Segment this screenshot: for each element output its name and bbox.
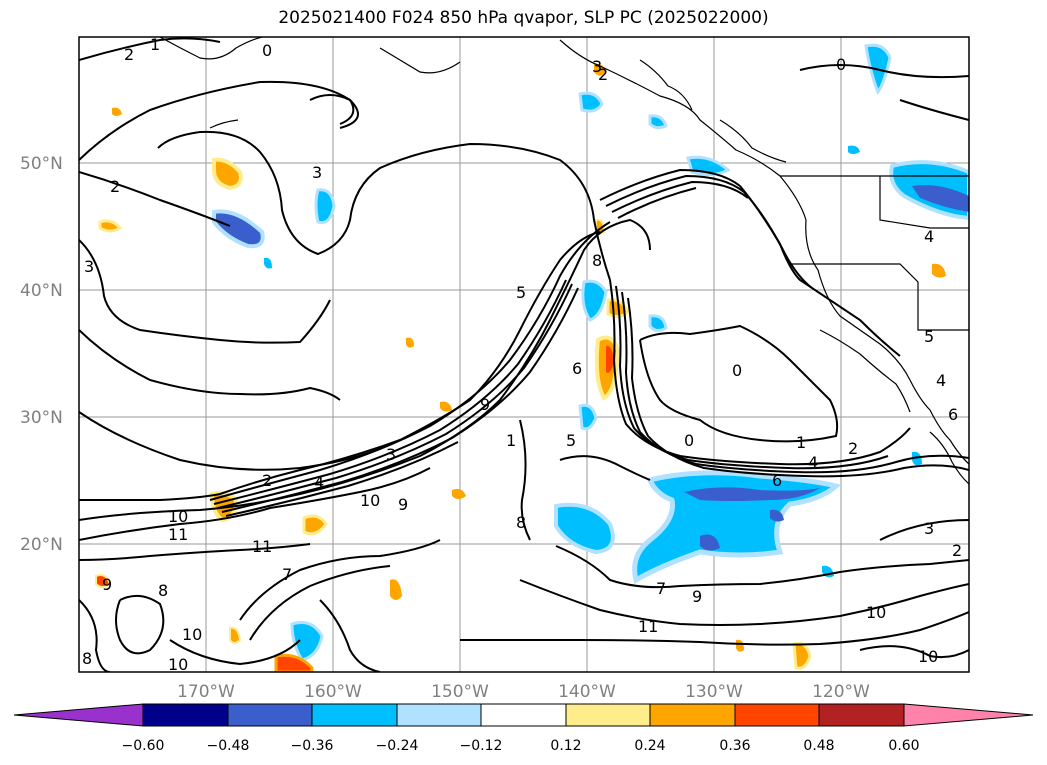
contour-label: 10 [360,491,380,510]
colorbar-segment [311,703,398,727]
contour-label: 3 [312,163,322,182]
contour-label: 9 [480,395,490,414]
contour-label: 8 [516,513,526,532]
lat-label: 20°N [20,535,63,555]
contour-label: 3 [924,519,934,538]
lat-label: 30°N [20,408,63,428]
qvapor-shading [95,43,969,672]
contour-label: 6 [948,405,958,424]
contour-label: 4 [314,473,324,492]
contour-label: 0 [262,41,272,60]
colorbar-segment [565,703,651,727]
contour-label: 2 [262,471,272,490]
contour-label: 10 [168,655,188,674]
contour-label: 3 [592,57,602,76]
contour-label: 3 [84,257,94,276]
contour-label: 5 [516,283,526,302]
contour-label: 2 [952,541,962,560]
contour-label: 2 [110,177,120,196]
colorbar-tick-label: 0.36 [719,738,750,754]
map-frame [78,36,970,673]
contour-label: 10 [168,507,188,526]
contour-label: 8 [82,649,92,668]
contour-label: 9 [102,575,112,594]
colorbar-tick-label: −0.60 [122,738,165,754]
contour-label: 9 [692,587,702,606]
contour-label: 2 [124,45,134,64]
contour-label: 6 [572,359,582,378]
coastlines [159,37,969,485]
contour-label: 10 [918,647,938,666]
colorbar-segment [13,703,144,727]
contour-label: 4 [808,453,818,472]
contour-label: 7 [656,579,666,598]
gridlines [79,37,969,672]
contour-label: 2 [598,65,608,84]
contour-label: 4 [936,371,946,390]
latitude-labels: 50°N 40°N 30°N 20°N [20,154,63,555]
colorbar-tick-label: 0.48 [803,738,834,754]
contour-label: 1 [506,431,516,450]
contour-label: 8 [592,251,602,270]
longitude-labels: 170°W 160°W 150°W 140°W 130°W 120°W [177,682,870,702]
contour-label: 10 [866,603,886,622]
contour-label: 4 [924,227,934,246]
lon-label: 150°W [431,682,489,702]
lon-label: 160°W [304,682,362,702]
contour-label: 1 [796,433,806,452]
lon-label: 120°W [812,682,870,702]
colorbar-tick-label: −0.12 [460,738,503,754]
lat-label: 50°N [20,154,63,174]
colorbar-segment [142,703,229,727]
colorbar-segment [903,703,1034,727]
lon-label: 170°W [177,682,235,702]
contour-label: 0 [684,431,694,450]
colorbar-tick-label: 0.60 [888,738,919,754]
contour-label: 2 [848,439,858,458]
contour-label: 11 [252,537,272,556]
contour-label: 3 [386,445,396,464]
contour-labels: 2 1 0 3 2 3 0 2 3 4 8 5 6 5 1 0 0 1 2 4 … [82,35,962,674]
colorbar-segment [480,703,567,727]
colorbar-segment [227,703,313,727]
colorbar-tick-label: −0.48 [207,738,250,754]
contour-label: 5 [566,431,576,450]
colorbar-tick-label: 0.24 [634,738,665,754]
colorbar-segment [734,703,820,727]
colorbar-tick-label: −0.36 [291,738,334,754]
colorbar [13,703,1034,727]
lat-label: 40°N [20,281,63,301]
contour-label: 7 [282,565,292,584]
contour-label: 1 [150,35,160,54]
contour-label: 5 [924,327,934,346]
contour-label: 0 [836,55,846,74]
contour-label: 0 [732,361,742,380]
colorbar-ticks: −0.60 −0.48 −0.36 −0.24 −0.12 0.12 0.24 … [122,738,920,754]
colorbar-tick-label: −0.24 [376,738,419,754]
contour-label: 10 [182,625,202,644]
colorbar-tick-label: 0.12 [550,738,581,754]
colorbar-segment [396,703,482,727]
contour-label: 11 [168,525,188,544]
map-title: 2025021400 F024 850 hPa qvapor, SLP PC (… [278,8,769,28]
lon-label: 140°W [558,682,616,702]
contour-label: 9 [398,495,408,514]
lon-label: 130°W [685,682,743,702]
contour-label: 11 [638,617,658,636]
contour-label: 6 [772,471,782,490]
slp-contours [79,37,969,672]
colorbar-segment [818,703,905,727]
colorbar-segment [649,703,736,727]
contour-label: 8 [158,581,168,600]
